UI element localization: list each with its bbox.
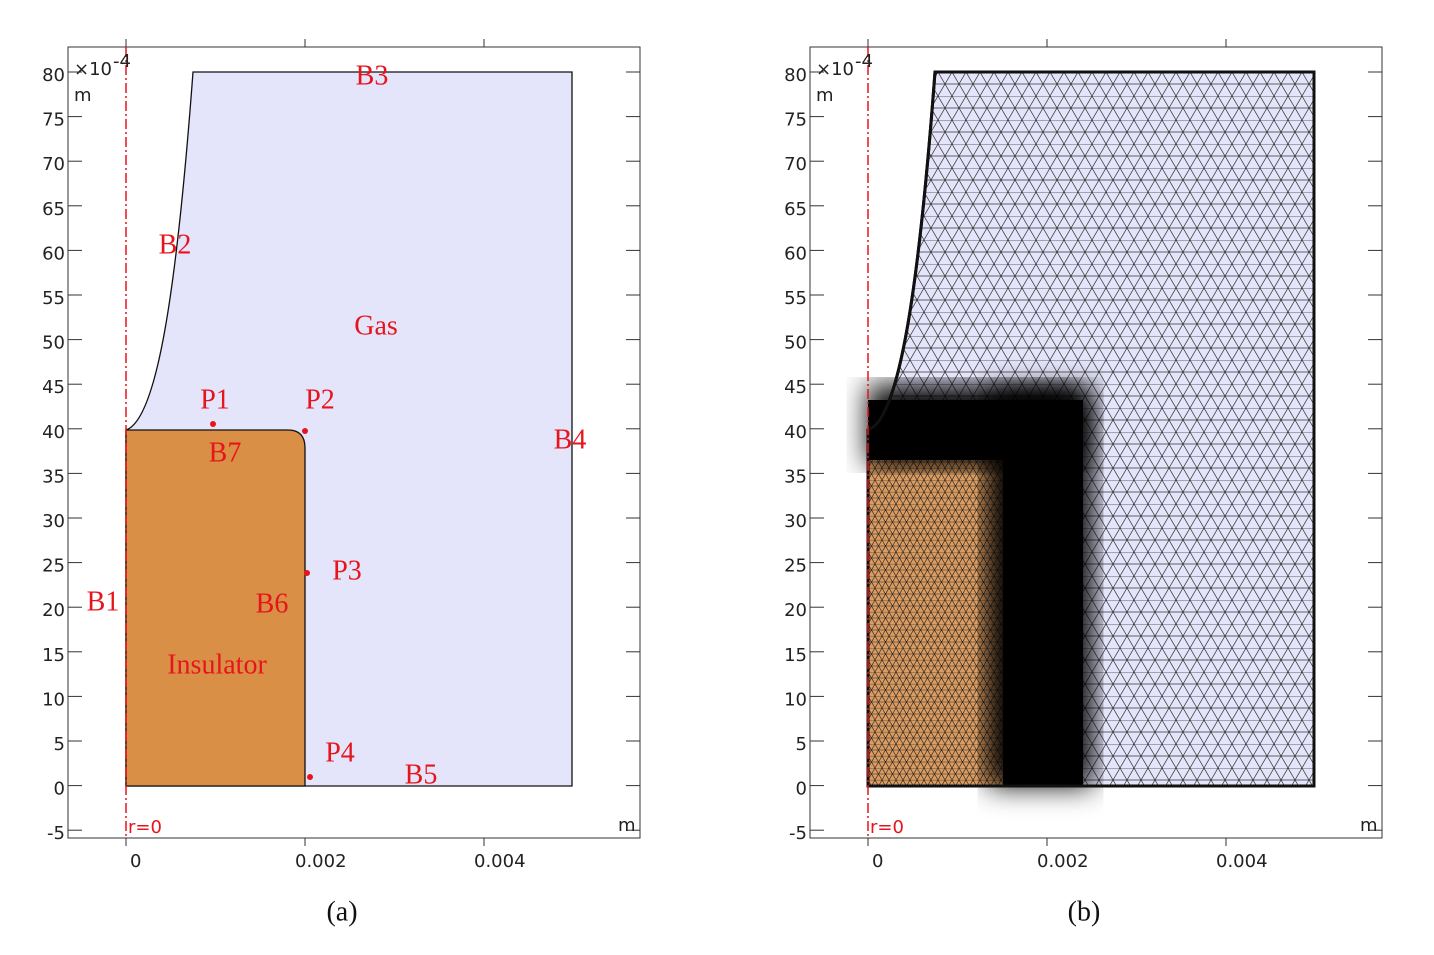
y-tick-label: 45 — [42, 377, 65, 398]
x-tick-label: 0 — [130, 851, 141, 872]
y-tick-label: 25 — [42, 556, 65, 577]
y-tick-label: 70 — [42, 154, 65, 175]
y-tick-label: 75 — [784, 110, 807, 131]
region-label: B5 — [405, 759, 438, 790]
origin-label: r=0 — [870, 817, 904, 838]
x-tick-label: 0.004 — [1216, 851, 1268, 872]
mesh-dense-core — [1003, 410, 1083, 786]
y-tick-label: 45 — [784, 377, 807, 398]
region-label: P4 — [325, 737, 355, 768]
y-tick-label: 80 — [42, 65, 65, 86]
y-tick-label: 20 — [42, 600, 65, 621]
axis-exponent: -4 — [113, 51, 131, 72]
origin-label: r=0 — [128, 817, 162, 838]
y-tick-label: 10 — [42, 689, 65, 710]
y-tick-label: 40 — [784, 422, 807, 443]
y-tick-label: 50 — [784, 333, 807, 354]
probe-point — [307, 774, 313, 780]
region-label: B2 — [159, 229, 192, 260]
y-tick-label: 35 — [784, 466, 807, 487]
y-tick-label: 50 — [42, 333, 65, 354]
y-tick-label: 15 — [784, 645, 807, 666]
y-tick-label: 75 — [42, 110, 65, 131]
y-tick-label: 20 — [784, 600, 807, 621]
x-tick-label: 0.002 — [295, 851, 347, 872]
region-label: B7 — [209, 437, 242, 468]
y-tick-label: 25 — [784, 556, 807, 577]
axis-scale: ×10 — [816, 59, 854, 80]
y-tick-label: 5 — [54, 734, 65, 755]
axis-scale: ×10 — [74, 59, 112, 80]
y-tick-label: 55 — [42, 288, 65, 309]
y-tick-label: 35 — [42, 466, 65, 487]
y-tick-label: 60 — [42, 243, 65, 264]
caption: (b) — [1068, 896, 1101, 927]
region-label: P3 — [332, 555, 362, 586]
region-label: Gas — [354, 310, 398, 341]
x-tick-label: 0.002 — [1037, 851, 1089, 872]
probe-point — [302, 428, 308, 434]
y-tick-label: -5 — [47, 823, 65, 844]
y-tick-label: 15 — [42, 645, 65, 666]
insulator-domain — [125, 429, 306, 787]
caption: (a) — [326, 896, 357, 927]
y-tick-label: 5 — [796, 734, 807, 755]
region-label: B3 — [356, 60, 389, 91]
gas-outline — [866, 70, 1316, 788]
region-label: B6 — [256, 588, 289, 619]
x-tick-label: 0.004 — [474, 851, 526, 872]
y-unit: m — [816, 85, 834, 106]
region-label: P1 — [200, 384, 230, 415]
probe-point — [210, 421, 216, 427]
y-tick-label: 10 — [784, 689, 807, 710]
y-tick-label: 0 — [54, 779, 65, 800]
region-label: P2 — [305, 384, 335, 415]
plot-frame — [809, 46, 1383, 839]
region-label: Insulator — [167, 649, 267, 680]
y-tick-label: 40 — [42, 422, 65, 443]
y-tick-label: 30 — [784, 511, 807, 532]
y-tick-label: -5 — [789, 823, 807, 844]
y-unit: m — [74, 85, 92, 106]
mesh-dense-core — [868, 400, 1083, 460]
x-tick-label: 0 — [872, 851, 883, 872]
y-tick-label: 0 — [796, 779, 807, 800]
y-tick-label: 65 — [784, 199, 807, 220]
y-tick-label: 70 — [784, 154, 807, 175]
region-label: B1 — [87, 586, 120, 617]
probe-point — [304, 570, 310, 576]
plot-frame — [67, 46, 641, 839]
y-tick-label: 80 — [784, 65, 807, 86]
x-unit: m — [618, 815, 636, 836]
region-label: B4 — [554, 424, 587, 455]
y-tick-label: 30 — [42, 511, 65, 532]
y-tick-label: 60 — [784, 243, 807, 264]
y-tick-label: 65 — [42, 199, 65, 220]
axis-exponent: -4 — [855, 51, 873, 72]
x-unit: m — [1360, 815, 1378, 836]
y-tick-label: 55 — [784, 288, 807, 309]
